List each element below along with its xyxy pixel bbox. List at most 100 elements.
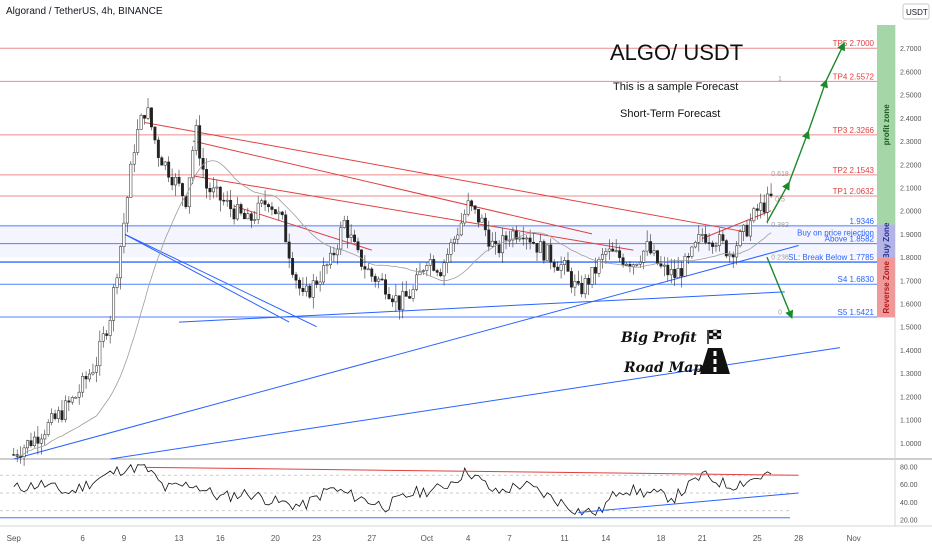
candle-body xyxy=(573,281,577,288)
candle-body xyxy=(556,266,560,271)
candle-body xyxy=(156,139,160,158)
x-tick-label: 11 xyxy=(560,534,569,543)
candle-body xyxy=(532,241,536,244)
candle-body xyxy=(635,263,639,266)
y-tick-label: 2.7000 xyxy=(900,46,922,53)
candle-body xyxy=(700,234,704,236)
candle-body xyxy=(435,270,439,273)
fib-label: 0 xyxy=(778,309,782,316)
x-tick-label: 28 xyxy=(794,534,803,543)
candle-body xyxy=(94,365,98,373)
candle-body xyxy=(411,289,415,299)
candle-body xyxy=(53,413,57,419)
candle-body xyxy=(735,245,739,258)
candle-body xyxy=(304,285,308,292)
candle-body xyxy=(466,200,470,215)
candle-body xyxy=(187,177,191,208)
candle-body xyxy=(356,241,360,251)
symbol-title[interactable]: Algorand / TetherUS, 4h, BINANCE xyxy=(6,6,163,17)
candle-body xyxy=(724,240,728,257)
forecast-arrow xyxy=(766,181,790,223)
candle-body xyxy=(150,107,153,128)
candle-body xyxy=(205,169,208,189)
candle-body xyxy=(115,277,119,288)
candle-body xyxy=(163,161,167,166)
candle-body xyxy=(298,279,301,289)
candle-body xyxy=(253,219,257,221)
x-tick-label: 7 xyxy=(507,534,512,543)
road-map-text: Road Map xyxy=(623,360,703,376)
rsi-trendline-blue xyxy=(578,492,799,513)
level-label: S5 1.5421 xyxy=(838,308,875,317)
candle-body xyxy=(194,125,198,151)
candle-body xyxy=(373,276,377,282)
candle-body xyxy=(112,287,116,321)
levels-layer: TP5 2.7000 TP4 2.5572 TP3 2.3266 TP2 2.1543… xyxy=(0,39,877,318)
rsi-tick-label: 40.00 xyxy=(900,500,918,507)
candle-body xyxy=(353,234,357,242)
candle-body xyxy=(318,281,322,285)
candle-body xyxy=(439,272,443,277)
short-term-text: Short-Term Forecast xyxy=(620,108,720,120)
candle-body xyxy=(415,274,418,290)
candle-body xyxy=(666,264,670,276)
candle-body xyxy=(335,248,339,256)
candle-body xyxy=(528,237,532,243)
candle-body xyxy=(518,237,522,240)
level-label: TP5 2.7000 xyxy=(833,39,875,48)
candle-body xyxy=(418,270,422,276)
candle-body xyxy=(132,152,136,165)
candle-body xyxy=(501,235,505,254)
candle-body xyxy=(676,268,680,278)
x-tick-label: Oct xyxy=(421,534,434,543)
candle-body xyxy=(39,438,43,444)
candle-body xyxy=(425,265,429,271)
candle-body xyxy=(549,244,553,263)
candle-body xyxy=(748,220,752,237)
candle-body xyxy=(569,271,573,288)
candle-body xyxy=(170,177,174,186)
candle-body xyxy=(611,248,615,252)
y-tick-label: 2.3000 xyxy=(900,139,922,146)
candle-body xyxy=(656,250,659,265)
road-icon xyxy=(700,348,730,374)
candle-body xyxy=(738,231,742,247)
candle-body xyxy=(236,204,239,220)
candle-body xyxy=(463,213,467,224)
candle-body xyxy=(449,242,453,255)
trendline-red xyxy=(192,175,634,251)
candle-body xyxy=(88,373,91,380)
candle-body xyxy=(721,234,725,241)
forecast-arrow xyxy=(788,130,810,184)
candle-body xyxy=(291,257,295,275)
candle-body xyxy=(63,400,67,420)
candle-body xyxy=(342,219,346,228)
candle-body xyxy=(101,333,105,342)
candle-body xyxy=(363,266,367,270)
candle-body xyxy=(408,296,412,299)
candle-body xyxy=(387,293,391,300)
candle-body xyxy=(680,268,684,277)
candle-body xyxy=(535,243,539,253)
y-tick-label: 1.3000 xyxy=(900,371,922,378)
candle-body xyxy=(594,267,597,274)
candle-body xyxy=(125,197,129,224)
level-label: 1.9346 xyxy=(850,217,875,226)
candle-body xyxy=(621,257,625,266)
candle-body xyxy=(707,242,711,244)
fib-label: 0.382 xyxy=(771,222,789,229)
candle-body xyxy=(60,410,64,420)
rsi-tick-label: 60.00 xyxy=(900,482,918,489)
candle-body xyxy=(129,163,133,198)
trendline-blue xyxy=(178,291,785,323)
x-tick-label: 20 xyxy=(271,534,280,543)
currency-badge[interactable]: USDT xyxy=(906,8,928,17)
candle-body xyxy=(511,230,515,241)
candle-body xyxy=(139,115,143,130)
candle-body xyxy=(432,259,436,271)
y-tick-label: 1.5000 xyxy=(900,325,922,332)
candle-body xyxy=(370,268,374,277)
y-tick-label: 1.2000 xyxy=(900,394,922,401)
